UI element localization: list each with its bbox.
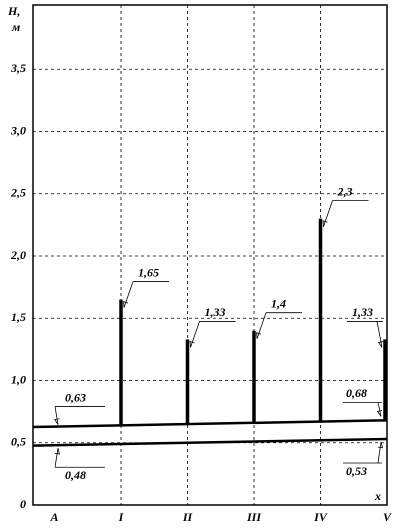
bar-value-label: 1,4	[271, 296, 286, 310]
leader-arrow	[376, 410, 383, 417]
leader-line	[377, 402, 382, 417]
y-tick-label: 2,0	[10, 248, 26, 262]
leader-arrow	[54, 448, 60, 455]
line-value-label: 0,48	[65, 468, 86, 482]
x-tick-label: A	[49, 510, 58, 524]
leader-arrow	[377, 441, 384, 449]
y-tick-label: 3,0	[10, 123, 26, 137]
leader-line	[54, 448, 59, 468]
y-axis-unit: м	[11, 20, 20, 34]
leader-arrow	[256, 332, 262, 339]
leader-line	[190, 321, 200, 348]
y-axis-label: H,	[7, 4, 20, 18]
leader-line	[376, 321, 383, 348]
y-tick-label: 1,5	[11, 310, 26, 324]
leader-arrow	[54, 418, 60, 425]
leader-line	[54, 406, 59, 425]
y-tick-label: 0	[20, 497, 26, 511]
y-tick-label: 1,0	[11, 372, 26, 386]
line-value-label: 0,53	[346, 464, 367, 478]
level-line	[32, 437, 388, 447]
x-tick-label: V	[383, 510, 392, 524]
x-tick-label: I	[118, 510, 125, 524]
leader-arrow	[123, 301, 129, 308]
leader-line	[123, 281, 134, 308]
line-value-label: 0,68	[346, 386, 367, 400]
leader-line	[323, 200, 333, 227]
y-tick-label: 3,5	[10, 61, 26, 75]
line-value-label: 0,63	[65, 390, 86, 404]
bar-value-label: 1,65	[138, 265, 159, 279]
leader-arrow	[377, 341, 384, 348]
leader-arrow	[322, 220, 328, 227]
leader-arrow	[189, 340, 195, 348]
y-tick-label: 2,5	[10, 186, 26, 200]
x-axis-label: x	[374, 489, 381, 503]
x-tick-label: II	[182, 510, 194, 524]
leader-line	[256, 312, 267, 339]
bar-value-label: 1,33	[205, 305, 226, 319]
bar-value-label: 1,33	[352, 305, 373, 319]
leader-line	[377, 441, 382, 464]
x-tick-label: III	[246, 510, 262, 524]
bar-value-label: 2,3	[337, 184, 353, 198]
y-tick-label: 0,5	[11, 435, 26, 449]
level-line	[32, 419, 388, 429]
x-tick-label: IV	[313, 510, 328, 524]
plot-frame	[32, 4, 388, 506]
